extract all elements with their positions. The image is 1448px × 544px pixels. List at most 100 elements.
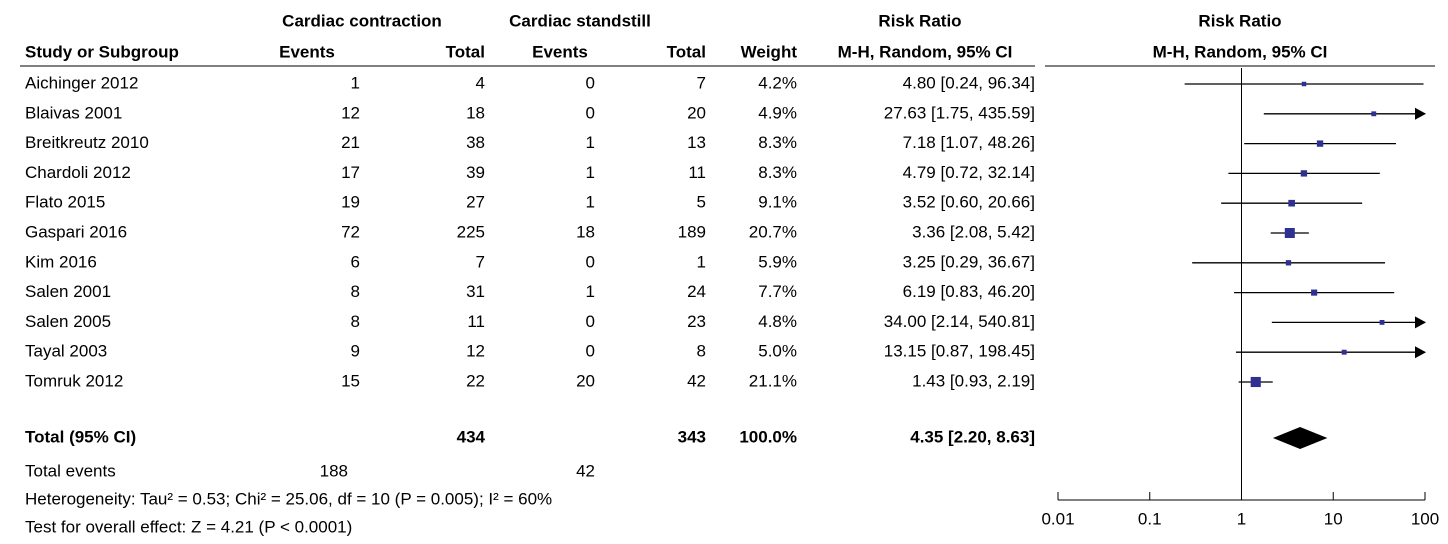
cell: 27 — [466, 193, 485, 212]
cell: 23 — [687, 312, 706, 331]
study-marker — [1300, 170, 1308, 177]
cell: 6 — [351, 252, 360, 271]
cell: Salen 2001 — [25, 282, 111, 301]
cell: 38 — [466, 133, 485, 152]
total-cell: 100.0% — [739, 427, 797, 446]
cell: 7.18 [1.07, 48.26] — [903, 133, 1035, 152]
cell: 11 — [688, 163, 706, 182]
study-marker — [1341, 349, 1347, 355]
cell: 0 — [586, 312, 595, 331]
cell: 20 — [576, 371, 595, 390]
cell: 15 — [341, 371, 360, 390]
column-header: Total — [667, 42, 706, 61]
cell: 3.25 [0.29, 36.67] — [903, 252, 1035, 271]
cell: 8.3% — [758, 163, 797, 182]
cell: Kim 2016 — [25, 252, 97, 271]
cell: 1 — [697, 252, 706, 271]
total-events-label: Total events — [25, 461, 116, 480]
rr-header: Risk Ratio — [878, 11, 961, 30]
study-marker — [1250, 376, 1261, 388]
study-marker — [1301, 81, 1307, 87]
total-events: 42 — [576, 461, 595, 480]
cell: 13 — [687, 133, 706, 152]
cell: Chardoli 2012 — [25, 163, 131, 182]
cell: 12 — [466, 342, 485, 361]
cell: 20.7% — [749, 222, 797, 241]
cell: 3.52 [0.60, 20.66] — [903, 193, 1035, 212]
cell: 17 — [341, 163, 360, 182]
total-cell: 4.35 [2.20, 8.63] — [910, 427, 1035, 446]
study-marker — [1371, 111, 1377, 117]
cell: 5.0% — [758, 342, 797, 361]
cell: 1 — [586, 282, 595, 301]
cell: 31 — [466, 282, 485, 301]
cell: 1 — [586, 163, 595, 182]
cell: 12 — [341, 103, 360, 122]
column-header: Weight — [741, 42, 798, 61]
cell: 34.00 [2.14, 540.81] — [884, 312, 1035, 331]
column-header: Study or Subgroup — [25, 42, 179, 61]
cell: 1.43 [0.93, 2.19] — [912, 371, 1035, 390]
group-header: Cardiac contraction — [282, 11, 442, 30]
cell: 19 — [341, 193, 360, 212]
rr-header: Risk Ratio — [1198, 11, 1281, 30]
cell: 9 — [351, 342, 360, 361]
total-cell: 434 — [457, 427, 486, 446]
cell: 24 — [687, 282, 706, 301]
ci-arrow — [1415, 346, 1426, 359]
cell: 39 — [466, 163, 485, 182]
cell: 27.63 [1.75, 435.59] — [884, 103, 1035, 122]
cell: 0 — [586, 103, 595, 122]
cell: 7 — [697, 73, 706, 92]
column-header: M-H, Random, 95% CI — [1153, 42, 1328, 61]
column-header: Events — [279, 42, 335, 61]
cell: 0 — [586, 252, 595, 271]
cell: 0 — [586, 342, 595, 361]
cell: 1 — [586, 193, 595, 212]
cell: 6.19 [0.83, 46.20] — [903, 282, 1035, 301]
cell: 4.80 [0.24, 96.34] — [903, 73, 1035, 92]
overall-effect: Test for overall effect: Z = 4.21 (P < 0… — [25, 517, 352, 536]
group-header: Cardiac standstill — [509, 11, 651, 30]
cell: 20 — [687, 103, 706, 122]
cell: 18 — [466, 103, 485, 122]
cell: 3.36 [2.08, 5.42] — [912, 222, 1035, 241]
total-label: Total (95% CI) — [25, 427, 136, 446]
study-marker — [1284, 227, 1295, 239]
cell: Salen 2005 — [25, 312, 111, 331]
column-header: M-H, Random, 95% CI — [838, 42, 1013, 61]
total-cell: 343 — [678, 427, 706, 446]
study-marker — [1379, 319, 1385, 325]
cell: 8.3% — [758, 133, 797, 152]
cell: 4 — [476, 73, 485, 92]
cell: 18 — [576, 222, 595, 241]
cell: 5 — [697, 193, 706, 212]
x-tick-label: 1 — [1237, 509, 1246, 528]
cell: 21.1% — [749, 371, 797, 390]
cell: 11 — [467, 312, 485, 331]
cell: 8 — [697, 342, 706, 361]
ci-arrow — [1415, 316, 1426, 329]
cell: 225 — [457, 222, 485, 241]
x-tick-label: 100 — [1411, 509, 1439, 528]
cell: 4.8% — [758, 312, 797, 331]
study-marker — [1316, 140, 1324, 147]
pooled-diamond — [1272, 427, 1328, 449]
column-header: Total — [446, 42, 485, 61]
cell: Blaivas 2001 — [25, 103, 122, 122]
cell: 5.9% — [758, 252, 797, 271]
ci-arrow — [1415, 107, 1426, 120]
total-events: 188 — [320, 461, 348, 480]
cell: 1 — [351, 73, 360, 92]
heterogeneity: Heterogeneity: Tau² = 0.53; Chi² = 25.06… — [25, 489, 552, 508]
column-header: Events — [532, 42, 588, 61]
cell: 4.9% — [758, 103, 797, 122]
x-tick-label: 0.01 — [1041, 509, 1074, 528]
x-tick-label: 0.1 — [1138, 509, 1162, 528]
cell: 21 — [341, 133, 360, 152]
cell: 13.15 [0.87, 198.45] — [884, 342, 1035, 361]
cell: Gaspari 2016 — [25, 222, 127, 241]
cell: 0 — [586, 73, 595, 92]
cell: 9.1% — [758, 193, 797, 212]
cell: 7.7% — [758, 282, 797, 301]
